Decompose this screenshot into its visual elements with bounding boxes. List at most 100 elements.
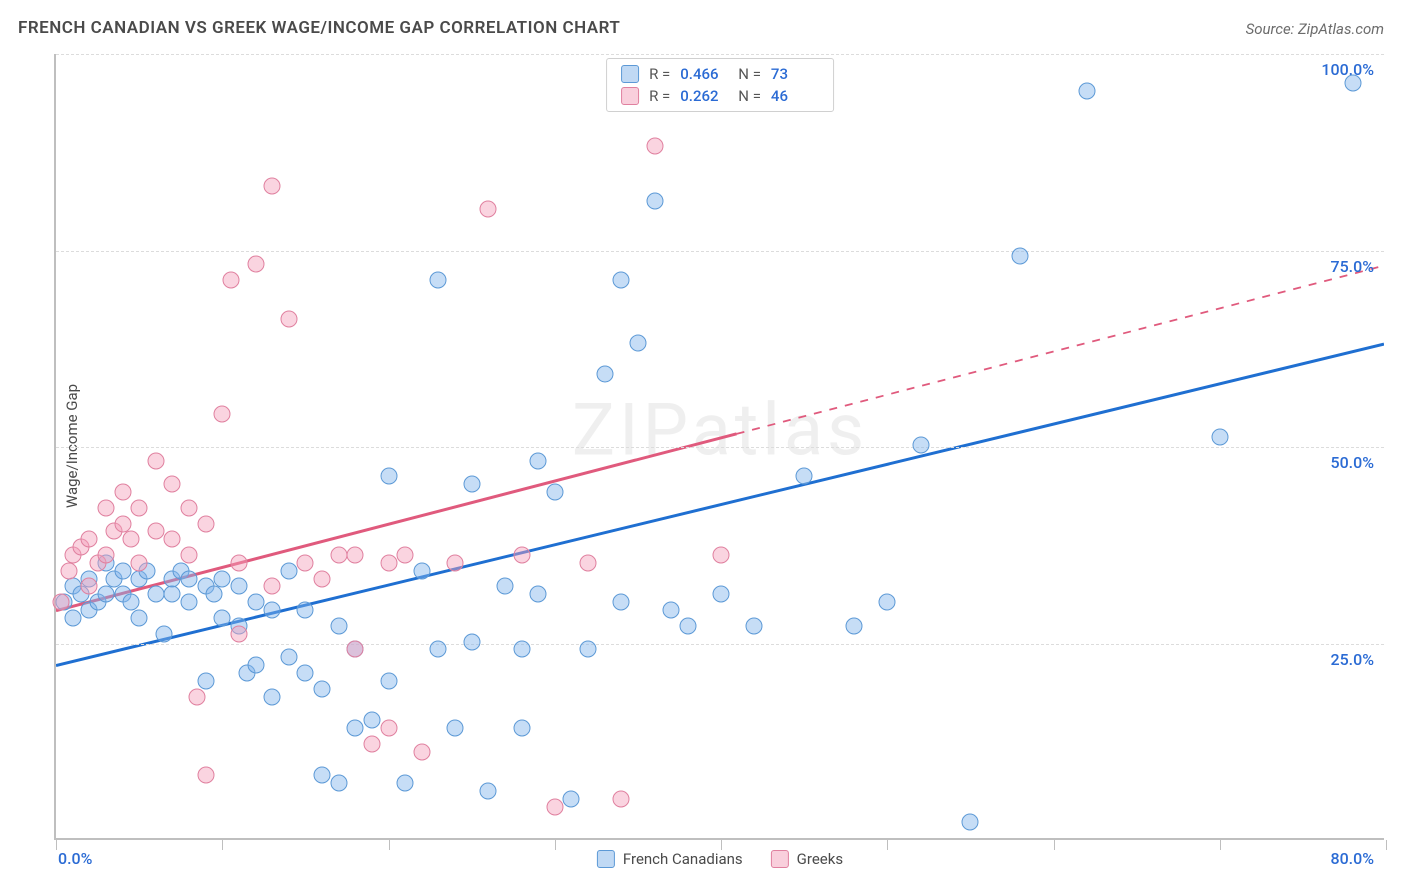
data-point	[530, 586, 547, 603]
watermark-text: ZIPatlas	[572, 388, 868, 473]
data-point	[147, 452, 164, 469]
data-point	[214, 609, 231, 626]
regression-line-dashed	[737, 266, 1384, 434]
y-tick-label: 50.0%	[1330, 453, 1374, 472]
data-point	[247, 594, 264, 611]
data-point	[97, 499, 114, 516]
stats-row: R = 0.466 N = 73	[621, 65, 819, 83]
data-point	[430, 641, 447, 658]
legend-label: French Canadians	[623, 850, 743, 868]
data-point	[280, 649, 297, 666]
x-tick-label: 80.0%	[1330, 849, 1374, 868]
data-point	[1211, 429, 1228, 446]
data-point	[330, 617, 347, 634]
stats-legend-box: R = 0.466 N = 73 R = 0.262 N = 46	[606, 58, 834, 112]
data-point	[297, 554, 314, 571]
data-point	[580, 641, 597, 658]
regression-line	[56, 344, 1384, 665]
data-point	[912, 437, 929, 454]
gridline	[56, 447, 1384, 448]
data-point	[131, 609, 148, 626]
y-tick-label: 75.0%	[1330, 257, 1374, 276]
stat-label-r: R =	[649, 87, 670, 105]
data-point	[122, 531, 139, 548]
data-point	[413, 562, 430, 579]
stat-value-r: 0.466	[680, 65, 728, 83]
data-point	[131, 499, 148, 516]
data-point	[214, 570, 231, 587]
data-point	[347, 641, 364, 658]
data-point	[629, 334, 646, 351]
data-point	[122, 594, 139, 611]
data-point	[81, 578, 98, 595]
data-point	[363, 712, 380, 729]
data-point	[596, 366, 613, 383]
data-point	[397, 547, 414, 564]
x-tick	[389, 840, 390, 850]
stat-value-n: 73	[771, 65, 819, 83]
data-point	[156, 625, 173, 642]
data-point	[962, 814, 979, 831]
stat-label-n: N =	[738, 87, 761, 105]
stat-value-n: 46	[771, 87, 819, 105]
gridline	[56, 54, 1384, 55]
x-tick	[555, 840, 556, 850]
data-point	[380, 672, 397, 689]
data-point	[663, 602, 680, 619]
data-point	[679, 617, 696, 634]
data-point	[52, 594, 69, 611]
data-point	[846, 617, 863, 634]
data-point	[613, 790, 630, 807]
data-point	[297, 664, 314, 681]
data-point	[330, 547, 347, 564]
data-point	[480, 201, 497, 218]
data-point	[380, 554, 397, 571]
data-point	[480, 782, 497, 799]
data-point	[264, 177, 281, 194]
x-tick	[1220, 840, 1221, 850]
data-point	[463, 476, 480, 493]
y-tick-label: 25.0%	[1330, 650, 1374, 669]
stats-row: R = 0.262 N = 46	[621, 87, 819, 105]
stat-label-n: N =	[738, 65, 761, 83]
data-point	[97, 586, 114, 603]
data-point	[580, 554, 597, 571]
source-prefix: Source:	[1246, 20, 1298, 38]
data-point	[181, 547, 198, 564]
chart-title: FRENCH CANADIAN VS GREEK WAGE/INCOME GAP…	[18, 18, 620, 38]
data-point	[563, 790, 580, 807]
data-point	[447, 719, 464, 736]
data-point	[1012, 248, 1029, 265]
data-point	[397, 774, 414, 791]
swatch-icon	[621, 87, 639, 105]
data-point	[430, 271, 447, 288]
data-point	[114, 484, 131, 501]
data-point	[513, 641, 530, 658]
data-point	[513, 547, 530, 564]
data-point	[413, 743, 430, 760]
data-point	[81, 531, 98, 548]
data-point	[147, 586, 164, 603]
data-point	[181, 499, 198, 516]
x-tick	[1386, 840, 1387, 850]
data-point	[879, 594, 896, 611]
x-tick	[222, 840, 223, 850]
scatter-plot-area: ZIPatlas R = 0.466 N = 73 R = 0.262 N = …	[54, 54, 1384, 840]
data-point	[1344, 75, 1361, 92]
data-point	[197, 515, 214, 532]
data-point	[297, 602, 314, 619]
data-point	[347, 719, 364, 736]
data-point	[64, 609, 81, 626]
stat-label-r: R =	[649, 65, 670, 83]
data-point	[131, 554, 148, 571]
data-point	[230, 625, 247, 642]
data-point	[1078, 83, 1095, 100]
x-tick	[721, 840, 722, 850]
data-point	[164, 586, 181, 603]
data-point	[230, 554, 247, 571]
data-point	[214, 405, 231, 422]
legend-label: Greeks	[797, 850, 843, 868]
source-attribution: Source: ZipAtlas.com	[1246, 20, 1384, 38]
data-point	[247, 657, 264, 674]
data-point	[197, 672, 214, 689]
